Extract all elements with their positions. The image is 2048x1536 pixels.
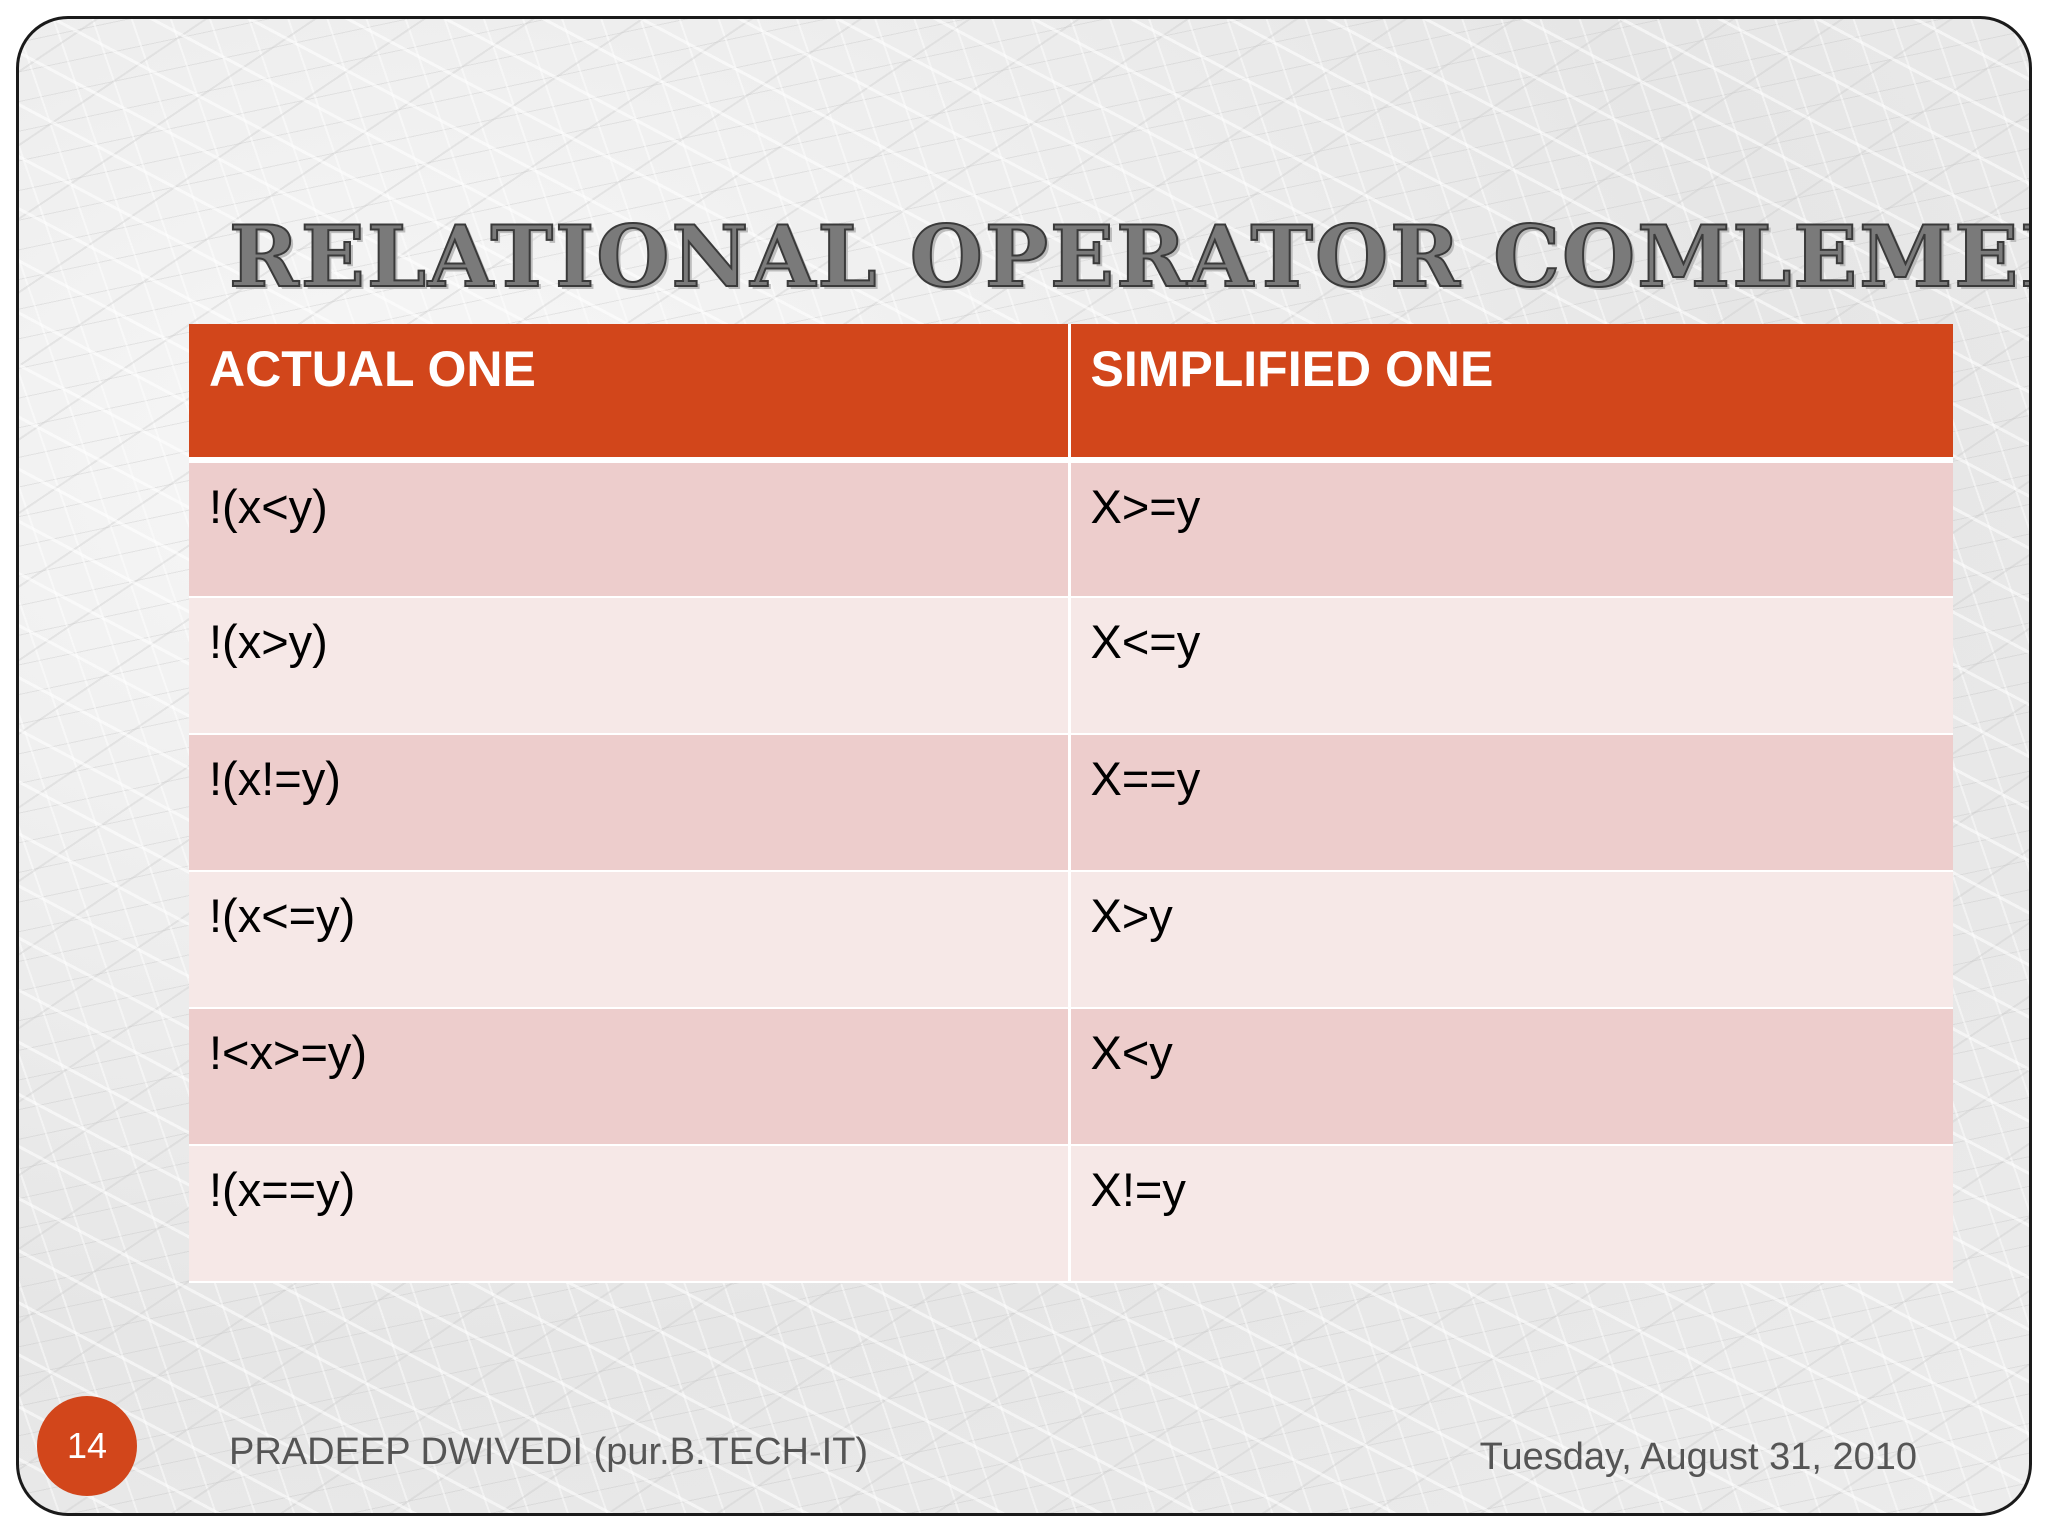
footer-date: Tuesday, August 31, 2010 — [1479, 1436, 1917, 1478]
simplified-expression-cell: X<=y — [1069, 597, 1953, 735]
table-row: !(x<y) X>=y — [189, 460, 1953, 598]
simplified-expression-cell: X!=y — [1069, 1145, 1953, 1283]
simplified-expression-cell: X>=y — [1069, 460, 1953, 598]
simplified-expression-cell: X==y — [1069, 734, 1953, 872]
slide: RELATIONAL OPERATOR COMLEMENT ACTUAL ONE… — [16, 16, 2032, 1516]
actual-expression-cell: !(x!=y) — [189, 734, 1071, 872]
table-row: !(x==y) X!=y — [189, 1145, 1953, 1283]
header-actual-one: ACTUAL ONE — [189, 324, 1071, 463]
simplified-expression-cell: X>y — [1069, 871, 1953, 1009]
table-row: !(x!=y) X==y — [189, 734, 1953, 872]
actual-expression-cell: !(x<y) — [189, 460, 1071, 598]
operator-complement-table: ACTUAL ONE SIMPLIFIED ONE !(x<y) X>=y !(… — [189, 324, 1953, 1283]
slide-number-badge: 14 — [37, 1396, 137, 1496]
footer-author: PRADEEP DWIVEDI (pur.B.TECH-IT) — [229, 1431, 869, 1473]
table-row: !(x<=y) X>y — [189, 871, 1953, 1009]
actual-expression-cell: !<x>=y) — [189, 1008, 1071, 1146]
actual-expression-cell: !(x==y) — [189, 1145, 1071, 1283]
actual-expression-cell: !(x>y) — [189, 597, 1071, 735]
table-row: !<x>=y) X<y — [189, 1008, 1953, 1146]
header-simplified-one: SIMPLIFIED ONE — [1069, 324, 1953, 463]
simplified-expression-cell: X<y — [1069, 1008, 1953, 1146]
table-header-row: ACTUAL ONE SIMPLIFIED ONE — [189, 324, 1953, 463]
operator-table-container: ACTUAL ONE SIMPLIFIED ONE !(x<y) X>=y !(… — [189, 324, 1953, 1283]
slide-title: RELATIONAL OPERATOR COMLEMENT — [228, 206, 2032, 307]
table-row: !(x>y) X<=y — [189, 597, 1953, 735]
actual-expression-cell: !(x<=y) — [189, 871, 1071, 1009]
slide-number: 14 — [66, 1425, 108, 1466]
